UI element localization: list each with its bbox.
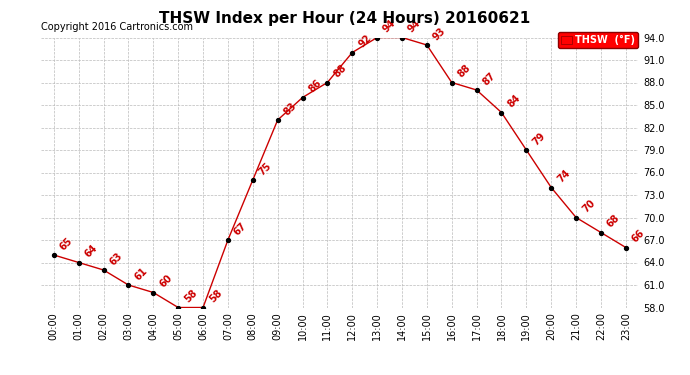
Text: Copyright 2016 Cartronics.com: Copyright 2016 Cartronics.com (41, 22, 193, 32)
Text: 70: 70 (580, 198, 597, 215)
Legend: THSW  (°F): THSW (°F) (558, 32, 638, 48)
Text: 64: 64 (83, 243, 99, 260)
Point (521, 147, 532, 153)
Text: 58: 58 (182, 288, 199, 305)
Point (595, 230, 607, 236)
Point (571, 214, 582, 220)
Point (222, 237, 233, 243)
Point (372, 34, 383, 40)
Text: THSW Index per Hour (24 Hours) 20160621: THSW Index per Hour (24 Hours) 20160621 (159, 11, 531, 26)
Text: 58: 58 (207, 288, 224, 305)
Text: 74: 74 (555, 168, 572, 185)
Point (123, 282, 134, 288)
Text: 86: 86 (306, 78, 324, 95)
Point (98, 267, 109, 273)
Text: 93: 93 (431, 26, 448, 42)
Text: 68: 68 (605, 213, 622, 230)
Text: 63: 63 (108, 251, 124, 267)
Point (148, 290, 159, 296)
Point (347, 50, 358, 55)
Text: 94: 94 (382, 18, 398, 35)
Point (247, 177, 258, 183)
Point (446, 80, 457, 86)
Point (297, 94, 308, 100)
Text: 88: 88 (332, 63, 348, 80)
Text: 75: 75 (257, 160, 273, 177)
Text: 84: 84 (506, 93, 522, 110)
Text: 66: 66 (630, 228, 647, 245)
Text: 83: 83 (282, 100, 299, 117)
Text: 67: 67 (232, 220, 248, 237)
Point (272, 117, 283, 123)
Point (73, 260, 84, 266)
Text: 94: 94 (406, 18, 423, 35)
Point (422, 42, 433, 48)
Text: 87: 87 (481, 70, 497, 87)
Text: 60: 60 (157, 273, 174, 290)
Point (546, 184, 557, 190)
Point (172, 304, 184, 310)
Text: 79: 79 (531, 130, 547, 147)
Text: 61: 61 (132, 266, 149, 282)
Point (322, 80, 333, 86)
Point (620, 244, 631, 250)
Point (197, 304, 208, 310)
Text: 65: 65 (58, 236, 75, 252)
Point (471, 87, 482, 93)
Point (48, 252, 59, 258)
Point (496, 110, 507, 116)
Point (397, 34, 408, 40)
Text: 88: 88 (456, 63, 473, 80)
Text: 92: 92 (357, 33, 373, 50)
